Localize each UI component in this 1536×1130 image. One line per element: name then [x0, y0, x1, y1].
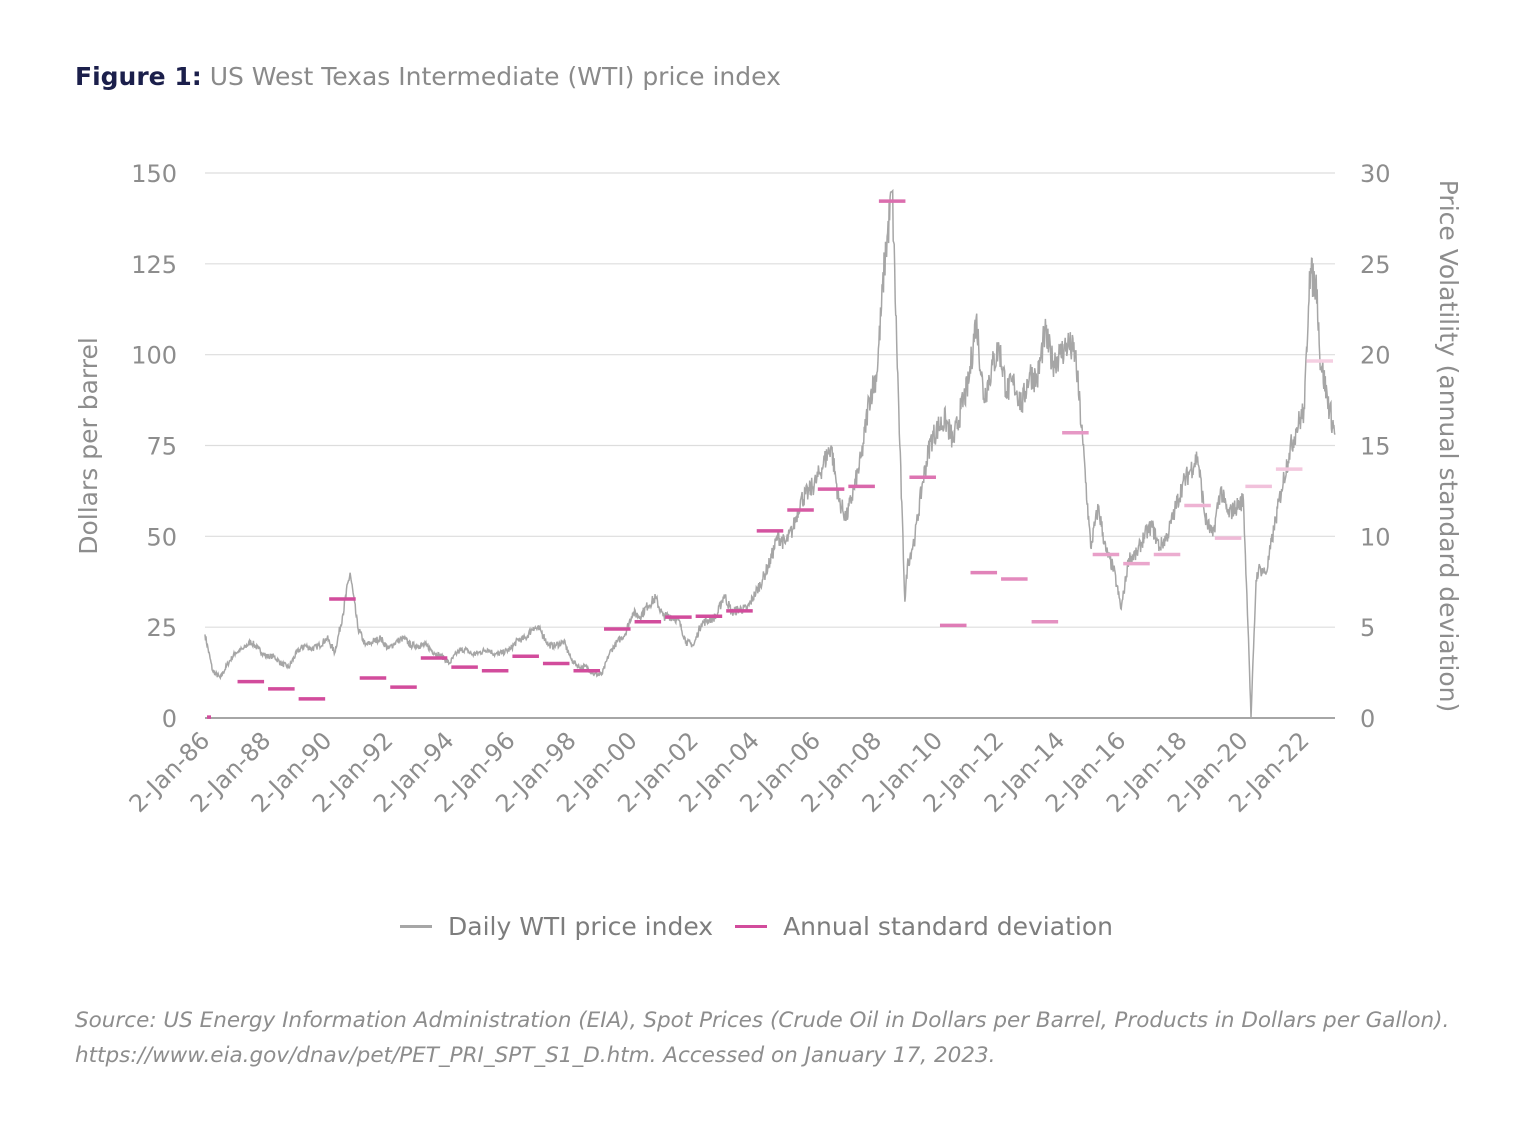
y2-tick-label: 25 — [1360, 251, 1391, 279]
chart-title: Figure 1: US West Texas Intermediate (WT… — [75, 62, 781, 91]
price-line — [204, 188, 1336, 719]
y-tick-label: 100 — [131, 342, 177, 370]
y2-tick-label: 30 — [1360, 160, 1391, 188]
y-tick-label: 75 — [146, 433, 177, 461]
legend-label-deviation: Annual standard deviation — [783, 912, 1113, 941]
legend-label-price: Daily WTI price index — [448, 912, 714, 941]
figure-label: Figure 1: — [75, 62, 202, 91]
y2-tick-label: 15 — [1360, 433, 1391, 461]
price-series — [204, 188, 1336, 719]
title-text: US West Texas Intermediate (WTI) price i… — [209, 62, 781, 91]
gridlines — [205, 172, 1335, 719]
legend-swatch-price — [400, 925, 432, 928]
y2-tick-label: 20 — [1360, 342, 1391, 370]
y-tick-label: 25 — [146, 614, 177, 642]
legend-swatch-deviation — [735, 925, 768, 928]
legend: Daily WTI price index Annual standard de… — [400, 912, 1113, 941]
y2-tick-label: 10 — [1360, 523, 1391, 551]
source-note: Source: US Energy Information Administra… — [75, 1008, 1450, 1068]
y-axis-label: Dollars per barrel — [74, 337, 103, 555]
y2-tick-label: 0 — [1360, 705, 1375, 733]
y2-axis-label: Price Volatility (annual standard deviat… — [1434, 180, 1463, 712]
y-tick-label: 125 — [131, 251, 177, 279]
y-tick-label: 0 — [162, 705, 177, 733]
y-tick-label: 150 — [131, 160, 177, 188]
y-tick-label: 50 — [146, 523, 177, 551]
y2-tick-label: 5 — [1360, 614, 1375, 642]
deviation-series — [207, 199, 1333, 719]
